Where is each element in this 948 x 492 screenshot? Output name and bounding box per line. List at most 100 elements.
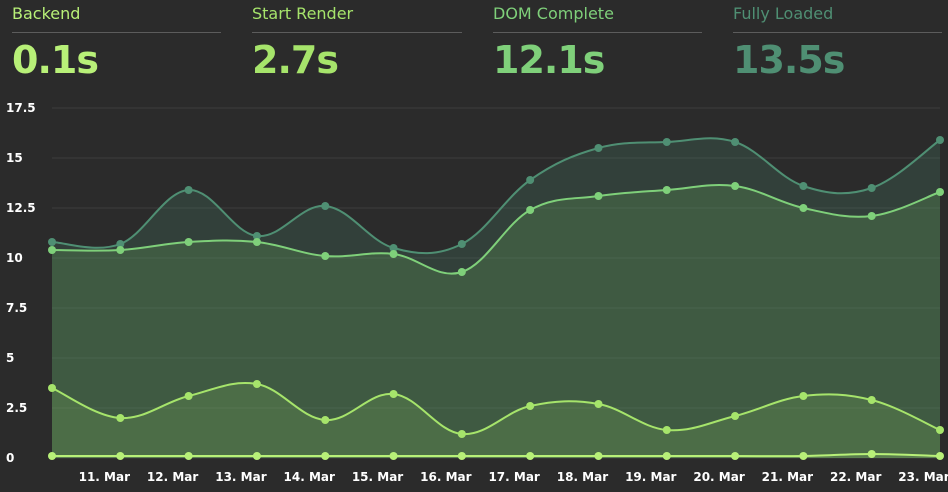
data-point	[116, 452, 125, 460]
data-point	[116, 240, 125, 248]
series-line	[51, 382, 941, 436]
data-point	[526, 452, 535, 460]
x-axis-labels: 11. Mar 12. Mar 13. Mar 14. Mar 15. Mar 16. M…	[79, 470, 948, 484]
data-point	[799, 182, 808, 190]
y-tick-label: 5	[6, 351, 14, 365]
data-point	[321, 252, 330, 260]
metric-divider	[252, 32, 462, 33]
data-point	[594, 400, 603, 408]
metric-divider	[493, 32, 702, 33]
data-point	[184, 452, 193, 460]
gridlines	[52, 107, 940, 459]
series-area	[52, 382, 940, 458]
metric-value: 2.7s	[252, 38, 339, 82]
timings-chart: 0 2.5 5 7.5 10 12.5 15 17.5 11. Mar 12. Mar 13. Ma…	[6, 101, 948, 484]
data-point	[526, 402, 535, 410]
data-point	[526, 176, 535, 184]
x-tick-label: 14. Mar	[284, 470, 335, 484]
data-point	[252, 238, 261, 246]
data-point	[799, 204, 808, 212]
metric-backend: Backend 0.1s	[12, 0, 221, 90]
data-point	[867, 450, 876, 458]
data-point	[48, 452, 56, 460]
data-point	[936, 452, 944, 460]
y-tick-label: 10	[6, 251, 23, 265]
metrics-header: Backend 0.1s Start Render 2.7s DOM Compl…	[0, 0, 948, 90]
data-point	[48, 384, 56, 392]
metric-value: 13.5s	[733, 38, 845, 82]
y-tick-label: 7.5	[6, 301, 27, 315]
data-point	[526, 206, 535, 214]
data-point	[731, 138, 740, 146]
data-point	[799, 452, 808, 460]
data-point	[936, 136, 944, 144]
metric-divider	[12, 32, 221, 33]
metric-divider	[733, 32, 942, 33]
data-point	[389, 390, 398, 398]
metric-fully-loaded: Fully Loaded 13.5s	[733, 0, 942, 90]
x-tick-label: 20. Mar	[693, 470, 744, 484]
data-point	[321, 452, 330, 460]
data-point	[389, 250, 398, 258]
data-point	[184, 238, 193, 246]
data-point	[116, 246, 125, 254]
data-point	[252, 380, 261, 388]
series-line	[51, 137, 941, 255]
data-point	[457, 430, 466, 438]
data-point	[184, 186, 193, 194]
data-point	[662, 426, 671, 434]
data-point	[594, 452, 603, 460]
data-point	[867, 184, 876, 192]
data-point	[48, 246, 56, 254]
metric-dom-complete: DOM Complete 12.1s	[493, 0, 702, 90]
data-point	[936, 188, 944, 196]
metric-start-render: Start Render 2.7s	[252, 0, 462, 90]
data-point	[594, 192, 603, 200]
y-tick-label: 0	[6, 451, 14, 465]
data-point	[867, 396, 876, 404]
x-tick-label: 15. Mar	[352, 470, 403, 484]
data-point	[731, 452, 740, 460]
x-tick-label: 18. Mar	[557, 470, 608, 484]
series-dom-complete	[48, 182, 944, 276]
data-point	[867, 212, 876, 220]
metric-label: DOM Complete	[493, 4, 614, 23]
y-tick-label: 12.5	[6, 201, 36, 215]
x-tick-label: 16. Mar	[420, 470, 471, 484]
x-tick-label: 17. Mar	[488, 470, 539, 484]
data-point	[936, 426, 944, 434]
data-point	[252, 452, 261, 460]
data-point	[731, 182, 740, 190]
data-point	[457, 240, 466, 248]
data-point	[389, 244, 398, 252]
y-axis-labels: 0 2.5 5 7.5 10 12.5 15 17.5	[6, 101, 36, 465]
data-point	[321, 202, 330, 210]
x-tick-label: 11. Mar	[79, 470, 130, 484]
x-tick-label: 13. Mar	[215, 470, 266, 484]
data-point	[184, 392, 193, 400]
data-point	[662, 452, 671, 460]
data-point	[457, 268, 466, 276]
x-tick-label: 22. Mar	[830, 470, 881, 484]
data-point	[48, 238, 56, 246]
data-point	[321, 416, 330, 424]
y-tick-label: 15	[6, 151, 23, 165]
series-area	[52, 138, 940, 458]
data-point	[731, 412, 740, 420]
metric-label: Backend	[12, 4, 81, 23]
x-tick-label: 23. Mar	[898, 470, 948, 484]
x-tick-label: 12. Mar	[147, 470, 198, 484]
series-backend	[48, 450, 944, 460]
series-line	[52, 452, 941, 458]
metric-label: Fully Loaded	[733, 4, 834, 23]
metric-label: Start Render	[252, 4, 354, 23]
y-tick-label: 2.5	[6, 401, 27, 415]
x-tick-label: 19. Mar	[625, 470, 676, 484]
data-point	[799, 392, 808, 400]
data-point	[389, 452, 398, 460]
data-point	[662, 138, 671, 146]
data-point	[252, 232, 261, 240]
data-point	[457, 452, 466, 460]
data-point	[662, 186, 671, 194]
